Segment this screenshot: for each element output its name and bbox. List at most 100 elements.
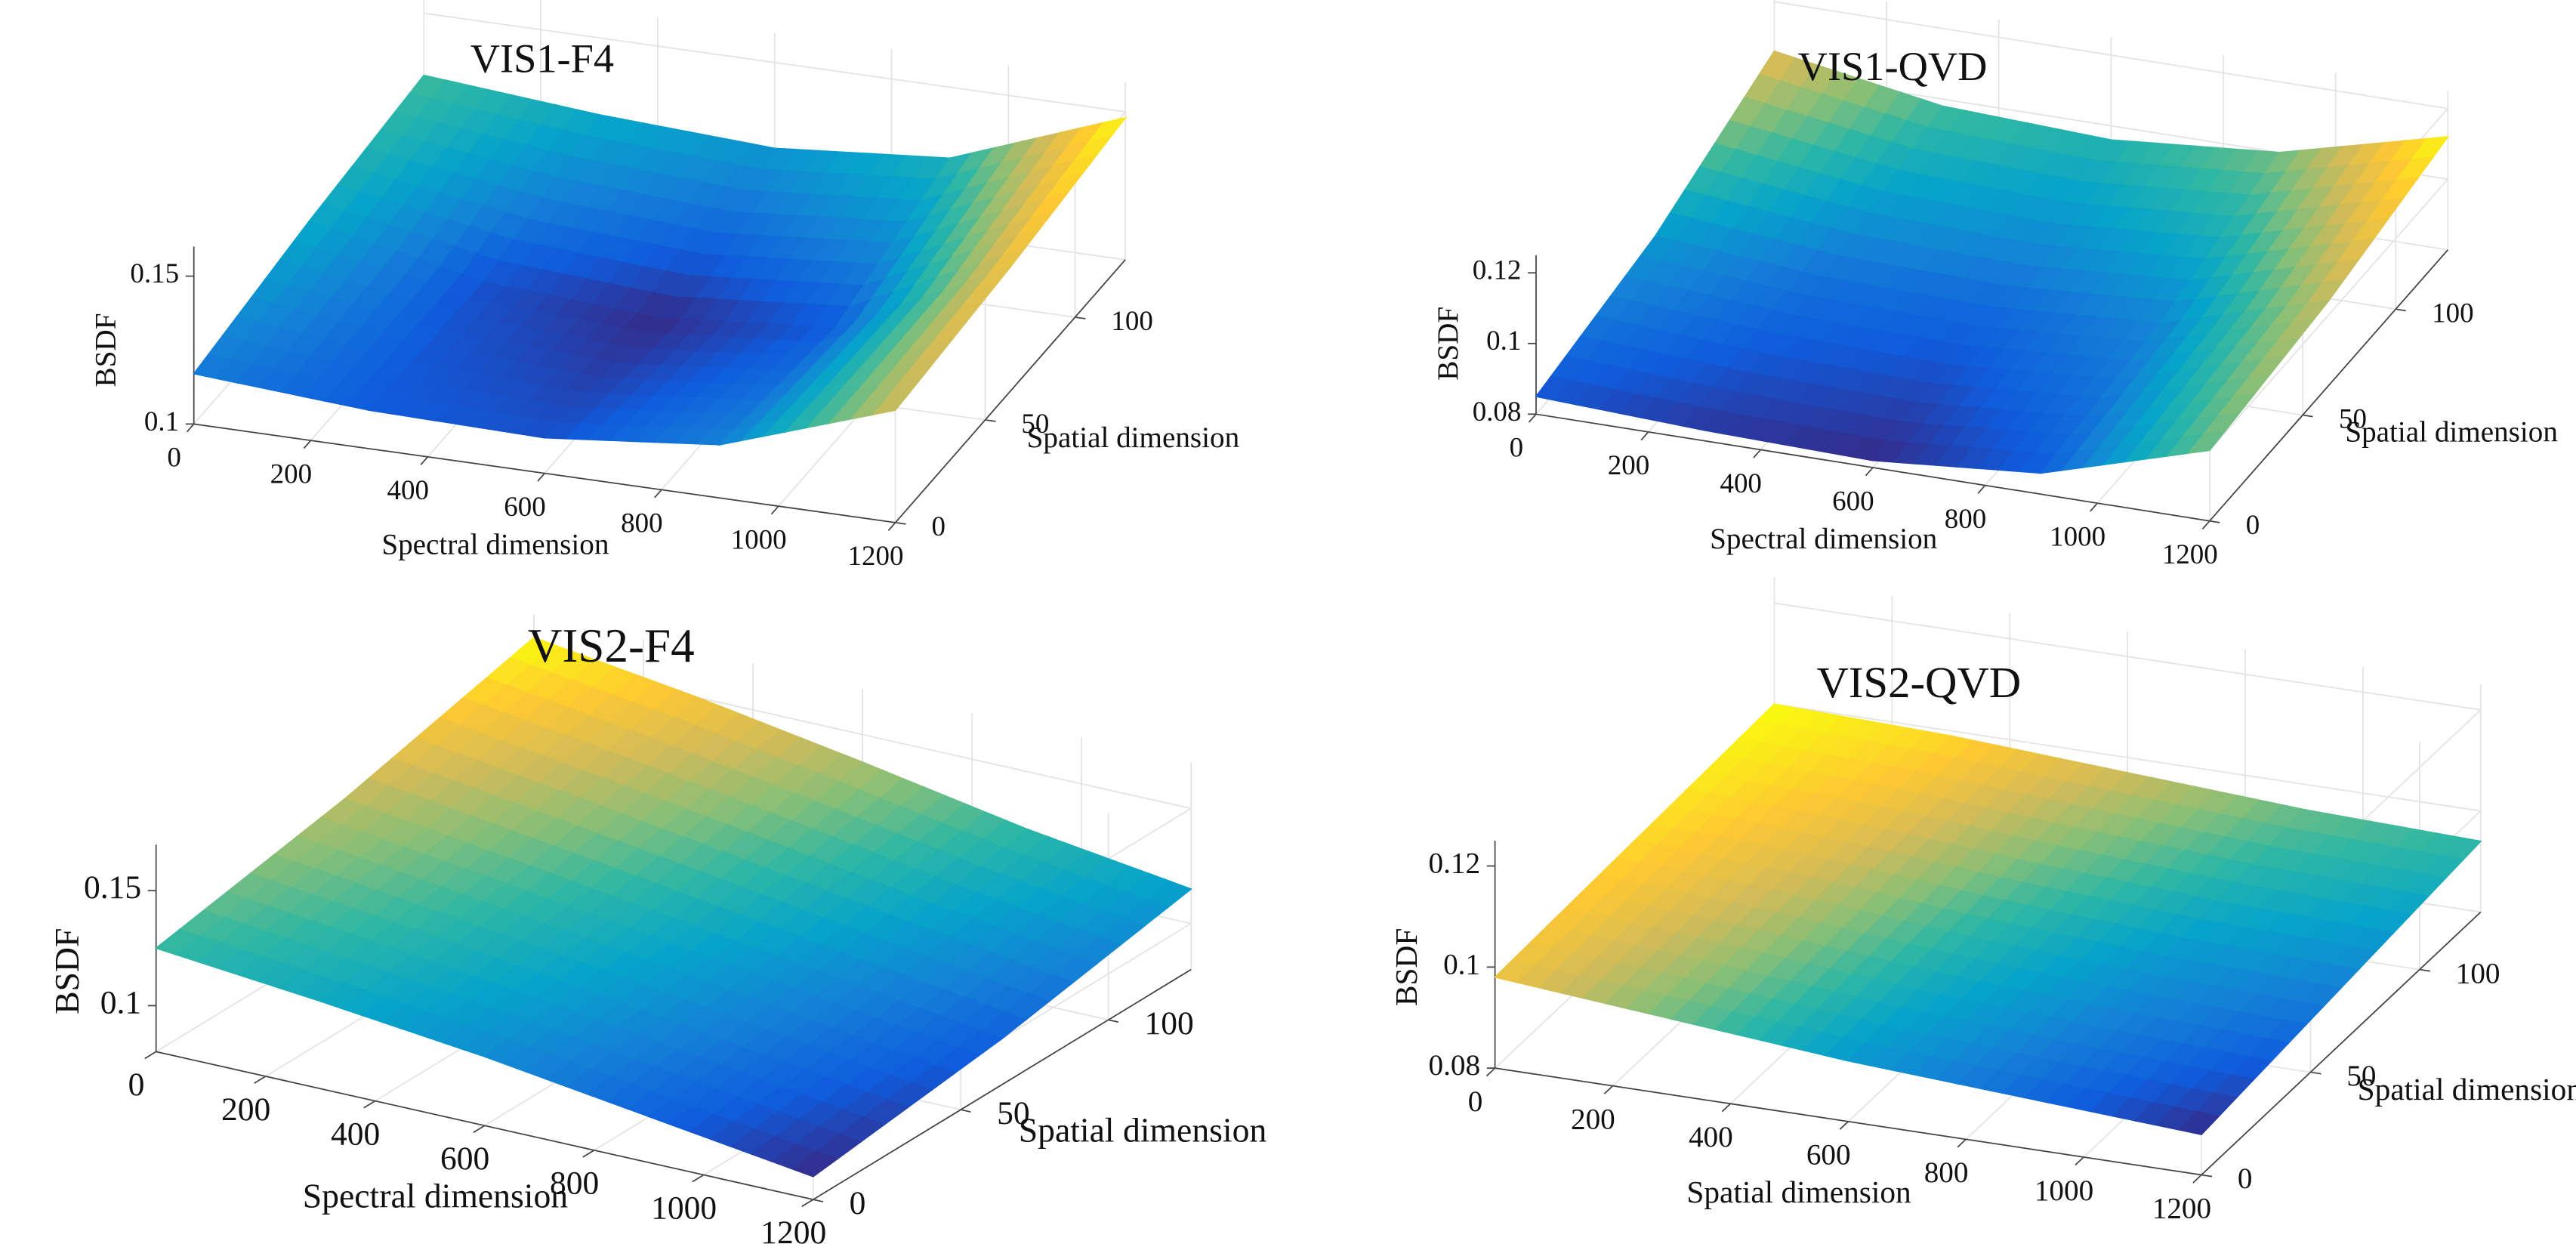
chart-title: VIS1-F4: [470, 35, 614, 81]
z-tick-label: 0.15: [130, 258, 179, 289]
x-tick-label: 0: [128, 1067, 145, 1103]
y-tick-label: 100: [2456, 957, 2500, 989]
y-axis: [2201, 911, 2482, 1176]
z-tick-label: 0.1: [100, 984, 141, 1020]
x-tick-label: 600: [504, 491, 545, 522]
surface-patch: [872, 391, 912, 416]
tick-mark: [2419, 968, 2431, 972]
x-tick-label: 800: [621, 508, 662, 539]
tick-mark: [363, 1100, 376, 1109]
tick-mark: [582, 1150, 595, 1158]
tick-mark: [887, 522, 896, 531]
tick-mark: [654, 489, 662, 499]
tick-mark: [801, 1199, 814, 1208]
tick-mark: [1108, 1019, 1118, 1023]
tick-mark: [2310, 1071, 2321, 1075]
z-tick-label: 0.1: [1443, 948, 1480, 980]
surface-panel: 0 200 400 600 800 1000 1200 0 50 100 0.08 0.1 0.12 VI…: [1432, 0, 2558, 570]
y-tick-label: 100: [1145, 1005, 1194, 1042]
tick-mark: [692, 1174, 705, 1183]
x-axis-label: Spectral dimension: [303, 1177, 569, 1215]
x-tick-label: 800: [1924, 1156, 1969, 1189]
tick-mark: [770, 505, 779, 515]
x-axis-label: Spectral dimension: [1710, 523, 1937, 555]
x-tick-label: 1000: [731, 523, 787, 554]
y-tick-label: 100: [2432, 297, 2473, 328]
x-axis: [193, 423, 896, 523]
y-axis-label: Spatial dimension: [1027, 421, 1240, 454]
tick-mark: [1977, 485, 1986, 494]
x-tick-label: 400: [1689, 1121, 1733, 1153]
tick-mark: [537, 473, 545, 482]
surface-patch: [2186, 431, 2226, 455]
grid-line: [424, 12, 1126, 113]
y-tick-label: 50: [997, 1095, 1030, 1131]
y-tick-label: 0: [2238, 1162, 2253, 1195]
chart-title: VIS2-F4: [528, 619, 695, 672]
x-axis: [1535, 413, 2210, 522]
x-tick-label: 0: [167, 442, 180, 473]
chart-title: VIS1-QVD: [1798, 44, 1988, 89]
tick-mark: [1075, 316, 1086, 319]
y-tick-label: 50: [1021, 408, 1049, 439]
x-axis-label: Spectral dimension: [381, 529, 609, 561]
tick-mark: [1957, 1138, 1967, 1148]
z-tick-label: 0.12: [1473, 255, 1522, 286]
tick-mark: [2192, 1174, 2202, 1184]
x-tick-label: 600: [440, 1141, 489, 1177]
z-tick-label: 0.08: [1429, 1049, 1481, 1082]
z-axis-label: BSDF: [1432, 307, 1464, 381]
z-axis-label: BSDF: [90, 313, 122, 387]
y-axis-label: Spatial dimension: [2358, 1072, 2576, 1107]
y-tick-label: 0: [931, 511, 945, 542]
tick-mark: [813, 1199, 824, 1202]
x-tick-label: 400: [387, 474, 428, 505]
y-axis-label: Spatial dimension: [1019, 1111, 1267, 1150]
x-tick-label: 1200: [2152, 1192, 2211, 1224]
y-axis: [894, 259, 1126, 523]
x-tick-label: 0: [1468, 1085, 1483, 1118]
surface-panel: 0 200 400 600 800 1000 1200 0 50 100 0.08 0.1 0.12 VI…: [1389, 578, 2576, 1224]
x-tick-label: 800: [1945, 503, 1986, 534]
x-tick-label: 200: [1571, 1104, 1615, 1136]
y-axis: [2209, 249, 2448, 522]
tick-mark: [1865, 467, 1874, 477]
y-tick-label: 0: [2246, 509, 2260, 540]
x-tick-label: 600: [1806, 1139, 1851, 1171]
z-tick-label: 0.1: [144, 406, 179, 437]
y-tick-label: 0: [850, 1185, 866, 1221]
x-tick-label: 200: [270, 458, 312, 489]
x-tick-label: 600: [1832, 485, 1874, 516]
y-axis-label: Spatial dimension: [2345, 415, 2558, 448]
tick-mark: [144, 1051, 157, 1060]
surface-panel: 0 200 400 600 800 1000 1200 0 50 100 0.1 0.15 VIS2-F…: [48, 614, 1267, 1244]
tick-mark: [1753, 449, 1761, 458]
chart-title: VIS2-QVD: [1816, 658, 2021, 707]
grid-line: [1774, 703, 2481, 812]
x-tick-label: 1000: [651, 1190, 717, 1226]
tick-mark: [2075, 1156, 2084, 1166]
tick-mark: [1640, 431, 1649, 441]
x-tick-label: 1200: [760, 1215, 826, 1244]
tick-mark: [420, 456, 428, 465]
x-tick-label: 400: [1720, 468, 1761, 499]
surface-patch: [2178, 1110, 2220, 1135]
x-tick-label: 1200: [848, 540, 904, 571]
z-axis-label: BSDF: [48, 928, 86, 1014]
x-tick-label: 1200: [2162, 539, 2218, 570]
tick-mark: [961, 1109, 971, 1113]
x-tick-label: 1000: [2035, 1175, 2093, 1207]
tick-mark: [2201, 520, 2210, 530]
tick-mark: [254, 1076, 267, 1084]
tick-mark: [1528, 413, 1537, 423]
tick-mark: [985, 419, 996, 422]
x-axis-label: Spatial dimension: [1686, 1175, 1911, 1209]
tick-mark: [303, 440, 312, 449]
surface-patch: [791, 1150, 838, 1178]
z-tick-label: 0.1: [1486, 325, 1521, 356]
tick-mark: [2396, 308, 2406, 312]
tick-mark: [2090, 502, 2098, 512]
x-axis: [1495, 1067, 2202, 1176]
